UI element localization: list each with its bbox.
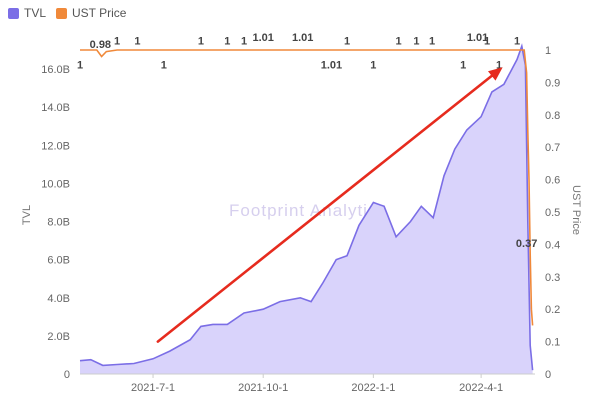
ust-price-data-label: 1.01 xyxy=(292,32,313,44)
red-arrow-head xyxy=(488,67,503,81)
ust-price-data-label: 1 xyxy=(395,35,401,47)
y-left-tick-label: 4.0B xyxy=(47,293,70,305)
ust-price-data-label: 1 xyxy=(161,60,167,72)
ust-price-data-label: 1 xyxy=(413,35,419,47)
ust-price-data-label: 0.98 xyxy=(90,39,111,51)
legend-item-tvl[interactable]: TVL xyxy=(8,6,46,20)
ust-price-data-label: 1 xyxy=(496,60,502,72)
legend-label-ust-price: UST Price xyxy=(72,6,127,20)
ust-swatch xyxy=(56,7,68,19)
ust-price-data-label: 1 xyxy=(484,35,490,47)
x-tick-label: 2021-10-1 xyxy=(238,382,288,394)
y-right-tick-label: 0.4 xyxy=(545,239,560,251)
y-left-tick-label: 16.0B xyxy=(41,64,70,76)
y-right-tick-label: 0.5 xyxy=(545,207,560,219)
y-left-tick-label: 12.0B xyxy=(41,140,70,152)
arrow-layer xyxy=(156,67,503,343)
tvl-area xyxy=(80,46,533,374)
y-left-tick-label: 8.0B xyxy=(47,217,70,229)
tvl-swatch xyxy=(8,7,19,19)
ust-price-line xyxy=(80,49,534,326)
ust-price-data-label: 1 xyxy=(198,35,204,47)
ust-price-data-label: 1 xyxy=(344,35,350,47)
x-tick-label: 2022-1-1 xyxy=(351,382,395,394)
y-right-tick-label: 1 xyxy=(545,45,551,57)
ust-price-data-label: 1 xyxy=(370,60,376,72)
lines-layer xyxy=(79,43,534,371)
axes-layer: 0 2.0B 4.0B 6.0B 8.0B 10.0B 12.0B 14.0B 16.0B 0 0.… xyxy=(41,45,560,394)
ust-price-data-label: 1.01 xyxy=(467,32,488,44)
y-right-tick-label: 0.7 xyxy=(545,142,560,154)
y-right-tick-label: 0.9 xyxy=(545,77,560,89)
ust-price-data-label: 1 xyxy=(114,35,120,47)
x-tick-label: 2022-4-1 xyxy=(459,382,503,394)
ust-price-data-label: 1 xyxy=(514,35,520,47)
legend-label-tvl: TVL xyxy=(24,6,47,20)
y-left-tick-label: 2.0B xyxy=(47,331,70,343)
y-right-tick-label: 0 xyxy=(545,369,551,381)
tvl-line xyxy=(79,43,534,371)
y-left-tick-label: 14.0B xyxy=(41,102,70,114)
ust-price-data-label: 1 xyxy=(429,35,435,47)
ust-price-data-label: 1.01 xyxy=(252,32,273,44)
ust-price-data-label: 1 xyxy=(77,60,83,72)
y-left-tick-label: 6.0B xyxy=(47,255,70,267)
y-axis-title-right: UST Price xyxy=(570,185,582,235)
tvl-area-layer xyxy=(80,46,533,374)
y-right-tick-label: 0.1 xyxy=(545,337,560,349)
y-right-tick-label: 0.6 xyxy=(545,175,560,187)
y-left-tick-label: 10.0B xyxy=(41,178,70,190)
ust-price-data-label: 1 xyxy=(241,35,247,47)
watermark-text: Footprint Analytics xyxy=(229,201,387,220)
y-right-tick-label: 0.3 xyxy=(545,272,560,284)
x-tick-label: 2021-7-1 xyxy=(131,382,175,394)
y-right-tick-label: 0.2 xyxy=(545,304,560,316)
y-right-tick-label: 0.8 xyxy=(545,110,560,122)
ust-price-data-label: 0.37 xyxy=(516,238,537,250)
ust-price-data-label: 1 xyxy=(134,35,140,47)
ust-price-data-label: 1 xyxy=(460,60,466,72)
legend-item-ust-price[interactable]: UST Price xyxy=(56,6,126,20)
ust-price-data-label: 1 xyxy=(224,35,230,47)
ust-price-data-label: 1.01 xyxy=(321,60,342,72)
y-left-tick-label: 0 xyxy=(64,369,70,381)
red-arrow-shaft xyxy=(156,74,494,343)
y-axis-title-left: TVL xyxy=(21,205,33,225)
legend: TVL UST Price xyxy=(8,6,126,20)
